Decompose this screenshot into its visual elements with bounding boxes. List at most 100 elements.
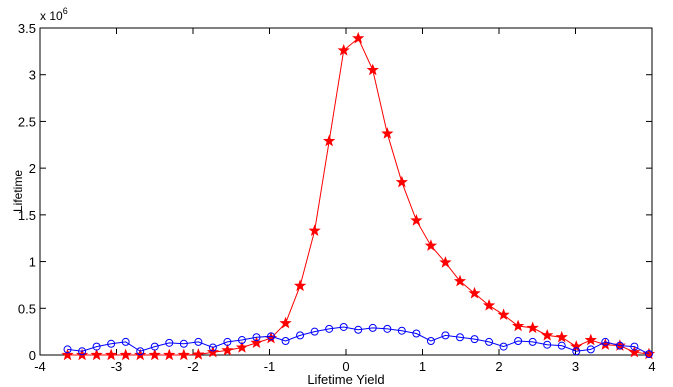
- star-marker: [497, 308, 510, 321]
- circle-marker: [267, 332, 276, 341]
- circle-marker: [339, 322, 348, 331]
- circle-marker: [136, 347, 145, 356]
- x-tick-label: 0: [342, 359, 349, 374]
- star-marker: [119, 348, 132, 361]
- x-tick-label: 2: [495, 359, 502, 374]
- circle-marker: [528, 337, 537, 346]
- star-marker: [148, 348, 161, 361]
- circle-marker: [572, 347, 581, 356]
- star-marker: [163, 348, 176, 361]
- circle-marker: [455, 333, 464, 342]
- circle-marker: [630, 342, 639, 351]
- y-tick-label: 2: [29, 161, 36, 176]
- star-marker: [570, 340, 583, 352]
- star-marker: [526, 321, 539, 334]
- y-tick-label: 2.5: [18, 114, 36, 129]
- circle-marker: [601, 337, 610, 346]
- x-tick-label: 4: [648, 359, 655, 374]
- star-marker: [555, 330, 568, 343]
- star-marker: [323, 134, 336, 147]
- star-marker: [352, 31, 365, 44]
- circle-marker: [150, 342, 159, 351]
- circle-marker: [514, 336, 523, 345]
- circle-marker: [252, 333, 261, 342]
- circle-marker: [165, 338, 174, 347]
- circle-marker: [543, 340, 552, 349]
- y-tick-label: 1: [29, 255, 36, 270]
- y-multiplier: x 106: [40, 6, 68, 23]
- circle-marker: [237, 336, 246, 345]
- star-marker: [279, 316, 292, 329]
- x-tick-label: -1: [264, 359, 276, 374]
- circle-marker: [470, 335, 479, 344]
- circle-marker: [310, 327, 319, 336]
- star-marker: [584, 333, 597, 346]
- circle-marker: [107, 339, 116, 348]
- star-marker: [90, 348, 103, 361]
- circle-marker: [644, 350, 653, 359]
- star-marker: [410, 214, 423, 226]
- star-marker: [308, 224, 321, 236]
- star-marker: [192, 348, 205, 360]
- star-marker: [177, 348, 190, 361]
- star-marker: [453, 274, 467, 287]
- x-tick-label: -4: [34, 359, 46, 374]
- star-marker: [628, 345, 641, 358]
- star-marker: [366, 63, 379, 76]
- circle-marker: [354, 325, 363, 334]
- star-marker: [206, 345, 220, 358]
- circle-marker: [92, 342, 101, 351]
- star-marker: [424, 239, 438, 251]
- y-tick-label: 3: [29, 68, 36, 83]
- y-multiplier-exponent: 6: [63, 6, 68, 16]
- circle-marker: [368, 323, 377, 332]
- circle-marker: [194, 337, 203, 346]
- circle-marker: [325, 324, 334, 333]
- circle-marker: [281, 336, 290, 345]
- y-tick-label: 3.5: [18, 21, 36, 36]
- circle-marker: [485, 337, 494, 346]
- circle-marker: [397, 326, 406, 335]
- y-tick-label: 0: [29, 348, 36, 363]
- star-marker: [512, 319, 525, 332]
- circle-marker: [499, 342, 508, 351]
- star-marker: [337, 43, 350, 56]
- circle-marker: [121, 337, 130, 346]
- circle-marker: [179, 339, 188, 348]
- x-tick-label: -2: [187, 359, 199, 374]
- x-axis-label: Lifetime Yield: [307, 372, 384, 387]
- circle-marker: [557, 341, 566, 350]
- circle-marker: [223, 337, 232, 346]
- star-marker: [541, 328, 554, 341]
- x-tick-label: 3: [572, 359, 579, 374]
- axes-box: [39, 27, 653, 356]
- star-marker: [395, 175, 408, 188]
- star-marker: [482, 299, 496, 311]
- circle-marker: [412, 329, 421, 338]
- circle-marker: [615, 341, 624, 350]
- y-tick-label: 1.5: [18, 208, 36, 223]
- circle-marker: [586, 345, 595, 354]
- series-line: [67, 326, 650, 355]
- star-marker: [468, 286, 481, 299]
- circle-marker: [78, 347, 87, 356]
- y-multiplier-base: x 10: [40, 9, 63, 23]
- y-axis-label: Lifetime: [11, 170, 25, 212]
- y-tick-label: 0.5: [18, 301, 36, 316]
- star-marker: [221, 343, 234, 356]
- circle-marker: [296, 331, 305, 340]
- star-marker: [61, 348, 74, 361]
- circle-marker: [426, 336, 435, 345]
- star-marker: [293, 279, 307, 292]
- circle-marker: [441, 331, 450, 340]
- circle-marker: [63, 345, 72, 354]
- x-tick-label: 1: [419, 359, 426, 374]
- circle-marker: [383, 324, 392, 333]
- star-marker: [381, 127, 394, 139]
- x-tick-label: -3: [111, 359, 123, 374]
- star-marker: [250, 336, 263, 349]
- star-marker: [235, 341, 249, 353]
- star-marker: [105, 348, 118, 361]
- circle-marker: [208, 343, 217, 352]
